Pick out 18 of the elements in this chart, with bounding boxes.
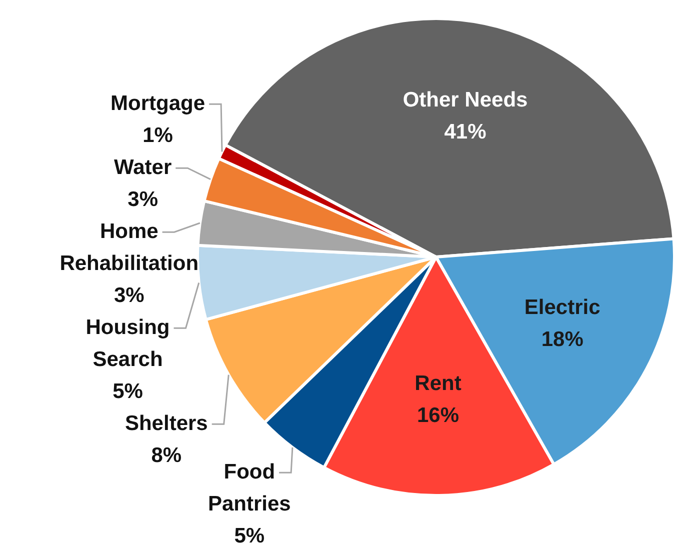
data-label: 5% bbox=[112, 380, 144, 403]
slice-label: Housing Search bbox=[86, 316, 170, 371]
slice-label: Food Pantries bbox=[208, 460, 291, 516]
data-label: 3% bbox=[128, 188, 158, 211]
slice-label: Water bbox=[114, 156, 172, 179]
data-label: 5% bbox=[234, 524, 265, 548]
data-label: 1% bbox=[142, 124, 174, 147]
slice-label: Other Needs bbox=[402, 88, 528, 112]
slice-label: Electric bbox=[524, 296, 601, 319]
slice-label: Rent bbox=[414, 372, 462, 395]
slice-label: Home Rehabilitation bbox=[60, 220, 199, 275]
data-label: 8% bbox=[151, 444, 182, 467]
slice-label: Mortgage bbox=[110, 92, 206, 115]
data-label: 41% bbox=[444, 120, 487, 144]
slice-label: Shelters bbox=[124, 412, 208, 435]
data-label: 18% bbox=[541, 328, 584, 351]
data-label: 16% bbox=[416, 404, 460, 427]
data-label: 3% bbox=[114, 284, 145, 307]
